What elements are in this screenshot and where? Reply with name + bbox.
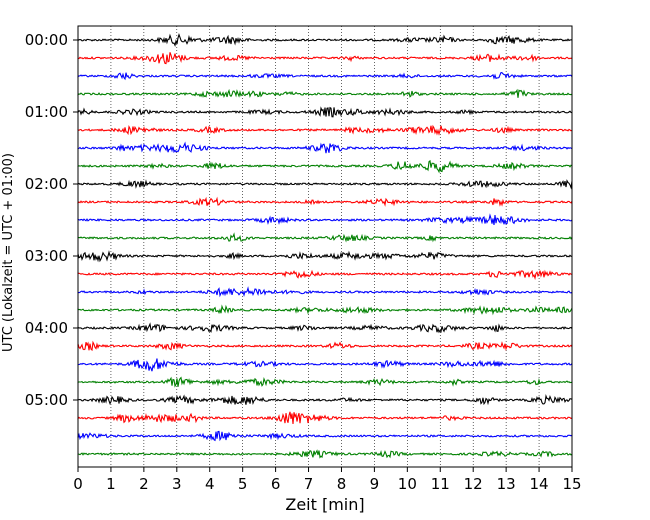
y-tick-label: 04:00: [25, 319, 68, 337]
x-tick-label: 2: [139, 475, 149, 493]
x-tick-label: 7: [304, 475, 314, 493]
seismogram-trace: [77, 71, 573, 81]
seismogram-trace: [77, 449, 573, 459]
x-tick-label: 4: [205, 475, 215, 493]
seismogram-trace: [77, 250, 573, 263]
seismogram-trace: [77, 322, 573, 334]
seismogram-trace: [77, 394, 573, 406]
seismogram-trace: [77, 358, 573, 372]
seismogram-trace: [77, 52, 573, 65]
seismogram-trace: [77, 106, 573, 118]
x-tick-label: 9: [370, 475, 380, 493]
x-tick-label: 6: [271, 475, 281, 493]
x-tick-label: 0: [73, 475, 83, 493]
x-tick-label: 3: [172, 475, 182, 493]
y-tick-label: 05:00: [25, 391, 68, 409]
seismogram-trace: [77, 286, 573, 298]
x-tick-label: 1: [106, 475, 116, 493]
x-tick-label: 5: [238, 475, 248, 493]
seismogram-trace: [77, 304, 573, 316]
seismogram-trace: [77, 340, 573, 352]
seismogram-trace: [77, 32, 573, 47]
seismogram-trace: [77, 179, 573, 190]
y-tick-label: 00:00: [25, 31, 68, 49]
seismogram-trace: [77, 376, 573, 388]
x-tick-label: 15: [562, 475, 581, 493]
seismogram-trace: [77, 411, 573, 424]
seismogram-trace: [77, 88, 573, 99]
y-tick-label: 01:00: [25, 103, 68, 121]
seismogram-trace: [77, 232, 573, 243]
seismogram-trace: [77, 196, 573, 207]
x-tick-label: 12: [464, 475, 483, 493]
y-tick-label: 02:00: [25, 175, 68, 193]
seismogram-trace: [77, 159, 573, 174]
x-axis-label: Zeit [min]: [285, 495, 364, 514]
seismogram-trace: [77, 124, 573, 136]
y-axis-label: UTC (Lokalzeit = UTC + 01:00): [1, 153, 16, 352]
seismogram-trace: [77, 141, 573, 154]
y-axis-ticks: 00:00 01:00 02:00 03:00 04:00 05:00: [25, 31, 78, 409]
x-tick-label: 8: [337, 475, 347, 493]
seismogram-trace: [77, 213, 573, 226]
x-tick-label: 13: [497, 475, 516, 493]
x-tick-label: 10: [398, 475, 417, 493]
seismogram-trace: [77, 430, 573, 442]
x-tick-label: 11: [431, 475, 450, 493]
x-axis-ticks: 0 1 2 3 4 5 6 7 8 9 10 11 12 13 14 15: [73, 467, 582, 493]
seismogram-trace: [77, 269, 573, 281]
seismogram-traces: [77, 32, 573, 459]
plot-frame: [77, 25, 573, 468]
y-tick-label: 03:00: [25, 247, 68, 265]
x-tick-label: 14: [530, 475, 549, 493]
